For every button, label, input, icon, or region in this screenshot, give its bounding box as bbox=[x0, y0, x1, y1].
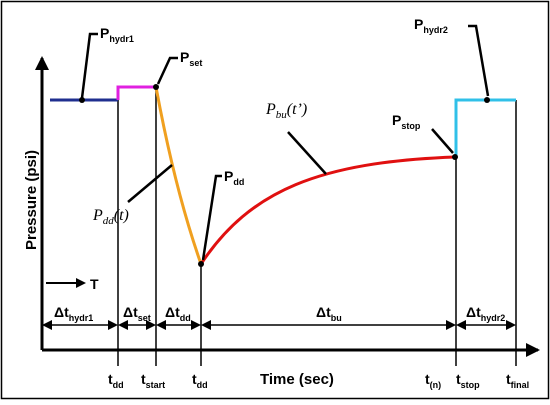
set-segment bbox=[116, 85, 156, 100]
key-points bbox=[79, 84, 490, 267]
label-T: T bbox=[90, 276, 99, 292]
label-phydr1: Phydr1 bbox=[100, 25, 134, 44]
drawdown-curve bbox=[154, 86, 203, 265]
point-pset bbox=[153, 84, 159, 90]
interval-label-dd: Δtdd bbox=[165, 304, 191, 323]
interval-label-hydr2: Δthydr2 bbox=[466, 304, 505, 323]
label-pstop: Pstop bbox=[392, 112, 421, 131]
label-pbu-curve: Pbu(t’) bbox=[265, 101, 307, 121]
label-pdd-curve: Pdd(t) bbox=[92, 207, 129, 227]
tick-label-tstart: tstart bbox=[141, 371, 165, 390]
interval-dividers bbox=[117, 88, 517, 366]
point-pdd bbox=[198, 261, 204, 267]
leader-pdd bbox=[201, 174, 222, 261]
label-pdd: Pdd bbox=[224, 168, 244, 187]
point-phydr2 bbox=[484, 97, 490, 103]
leader-pset bbox=[156, 56, 178, 85]
tick-label-tdd1: tdd bbox=[108, 371, 124, 390]
point-phydr1 bbox=[79, 97, 85, 103]
leader-pdd-curve bbox=[127, 164, 173, 203]
tick-label-tfinal: tfinal bbox=[506, 371, 529, 390]
leader-lines bbox=[80, 24, 490, 261]
hydr2-segment bbox=[454, 98, 516, 157]
tick-label-tn: t(n) bbox=[425, 371, 441, 390]
leader-pstop bbox=[431, 128, 454, 154]
y-axis-title: Pressure (psi) bbox=[23, 150, 40, 250]
point-pstop bbox=[452, 154, 458, 160]
buildup-curve bbox=[199, 155, 456, 265]
interval-label-set: Δtset bbox=[123, 304, 151, 323]
label-phydr2: Phydr2 bbox=[414, 16, 448, 35]
leader-phydr1 bbox=[80, 32, 98, 99]
tick-label-tdd2: tdd bbox=[192, 371, 208, 390]
label-pset: Pset bbox=[180, 49, 202, 68]
x-axis-title: Time (sec) bbox=[260, 371, 334, 388]
interval-label-bu: Δtbu bbox=[316, 304, 342, 323]
leader-phydr2 bbox=[468, 24, 490, 97]
tick-label-tstop: tstop bbox=[456, 371, 480, 390]
leader-pbu bbox=[287, 131, 327, 175]
interval-label-hydr1: Δthydr1 bbox=[54, 304, 93, 323]
